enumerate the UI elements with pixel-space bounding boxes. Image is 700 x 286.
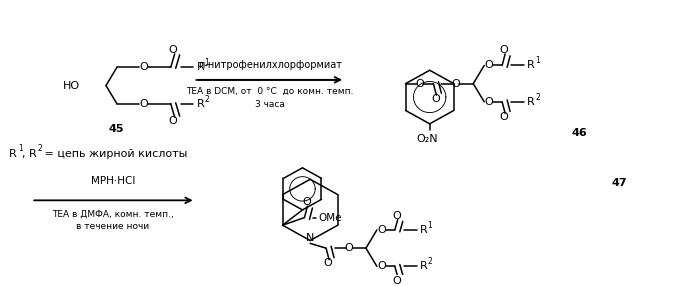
Text: OMe: OMe — [318, 212, 342, 223]
Text: , R: , R — [22, 149, 37, 159]
Text: O: O — [168, 45, 177, 55]
Text: O: O — [377, 261, 386, 271]
Text: R: R — [197, 62, 204, 72]
Text: N: N — [306, 233, 314, 243]
Text: O: O — [485, 60, 494, 70]
Text: 1: 1 — [204, 58, 209, 67]
Text: R: R — [197, 99, 204, 109]
Text: O: O — [393, 276, 401, 286]
Text: O: O — [302, 197, 311, 207]
Text: 3 часа: 3 часа — [256, 100, 286, 109]
Text: 45: 45 — [108, 124, 124, 134]
Text: O: O — [139, 62, 148, 72]
Text: ТЕА в DCM, от  0 °С  до комн. темп.: ТЕА в DCM, от 0 °С до комн. темп. — [187, 87, 354, 96]
Text: 47: 47 — [611, 178, 626, 188]
Text: 2: 2 — [428, 257, 433, 266]
Text: в течение ночи: в течение ночи — [76, 222, 150, 231]
Text: п-нитрофенилхлорформиат: п-нитрофенилхлорформиат — [198, 59, 342, 69]
Text: 1: 1 — [535, 56, 540, 65]
Text: O: O — [139, 99, 148, 109]
Text: O: O — [431, 94, 440, 104]
Text: O: O — [323, 259, 332, 269]
Text: R: R — [420, 261, 428, 271]
Text: O: O — [415, 79, 424, 89]
Text: 1: 1 — [18, 144, 23, 153]
Text: R: R — [420, 225, 428, 235]
Text: O₂N: O₂N — [416, 134, 438, 144]
Text: 1: 1 — [428, 221, 433, 230]
Text: 2: 2 — [535, 93, 540, 102]
Text: MPH·HCl: MPH·HCl — [91, 176, 135, 186]
Text: O: O — [485, 97, 494, 107]
Text: HO: HO — [63, 81, 80, 91]
Text: O: O — [451, 79, 460, 89]
Text: O: O — [377, 225, 386, 235]
Text: R: R — [9, 149, 17, 159]
Text: R: R — [527, 60, 535, 70]
Text: 2: 2 — [204, 94, 209, 104]
Text: ТЕА в ДМФА, комн. темп.,: ТЕА в ДМФА, комн. темп., — [52, 209, 174, 218]
Text: O: O — [500, 112, 508, 122]
Text: O: O — [500, 45, 508, 55]
Text: 46: 46 — [571, 128, 587, 138]
Text: R: R — [527, 97, 535, 107]
Text: O: O — [168, 116, 177, 126]
Text: O: O — [344, 243, 354, 253]
Text: O: O — [393, 210, 401, 221]
Text: 2: 2 — [37, 144, 42, 153]
Text: = цепь жирной кислоты: = цепь жирной кислоты — [41, 149, 188, 159]
